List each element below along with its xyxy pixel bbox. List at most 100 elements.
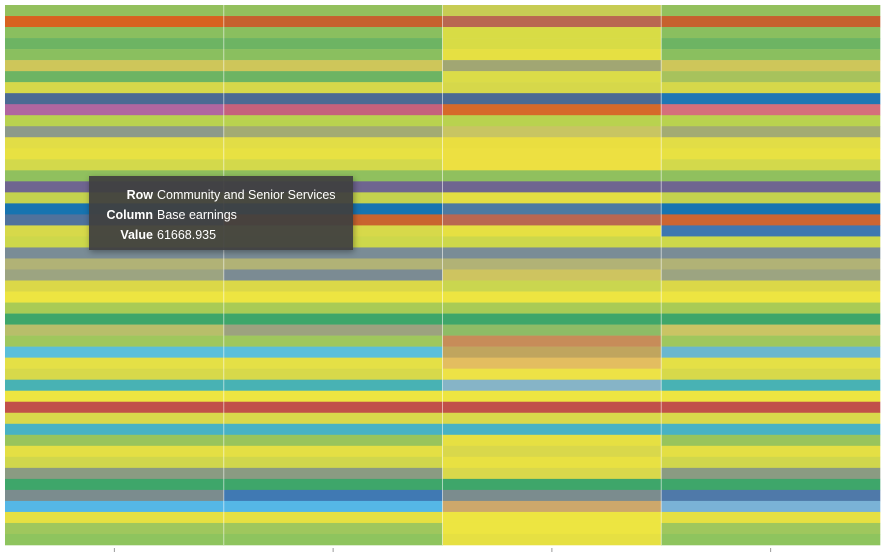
- heatmap-cell[interactable]: [661, 368, 881, 380]
- heatmap-cell[interactable]: [442, 16, 662, 28]
- heatmap-cell[interactable]: [223, 269, 443, 281]
- heatmap-cell[interactable]: [661, 522, 881, 535]
- heatmap-cell[interactable]: [661, 511, 881, 524]
- heatmap-cell[interactable]: [661, 335, 881, 347]
- heatmap-cell[interactable]: [5, 280, 225, 292]
- heatmap-cell[interactable]: [223, 533, 443, 546]
- heatmap-cell[interactable]: [223, 500, 443, 513]
- heatmap-cell[interactable]: [5, 16, 225, 28]
- heatmap-cell[interactable]: [223, 148, 443, 160]
- heatmap-cell[interactable]: [442, 324, 662, 336]
- heatmap-cell[interactable]: [5, 456, 225, 469]
- heatmap-cell[interactable]: [661, 357, 881, 369]
- heatmap-cell[interactable]: [223, 445, 443, 458]
- heatmap-cell[interactable]: [223, 27, 443, 39]
- heatmap-cell[interactable]: [442, 27, 662, 39]
- heatmap-cell[interactable]: [661, 236, 881, 248]
- heatmap-cell[interactable]: [661, 302, 881, 314]
- heatmap-cell[interactable]: [442, 203, 662, 215]
- heatmap-cell[interactable]: [442, 104, 662, 116]
- heatmap-cell[interactable]: [5, 269, 225, 281]
- heatmap-cell[interactable]: [5, 115, 225, 127]
- heatmap-cell[interactable]: [442, 489, 662, 502]
- heatmap-cell[interactable]: [5, 357, 225, 369]
- heatmap-cell[interactable]: [442, 379, 662, 392]
- heatmap-cell[interactable]: [442, 390, 662, 403]
- heatmap-cell[interactable]: [5, 49, 225, 61]
- heatmap-cell[interactable]: [661, 71, 881, 83]
- heatmap-cell[interactable]: [5, 368, 225, 380]
- heatmap-cell[interactable]: [223, 280, 443, 292]
- heatmap-cell[interactable]: [223, 49, 443, 61]
- heatmap-cell[interactable]: [661, 5, 881, 17]
- heatmap-cell[interactable]: [223, 368, 443, 380]
- heatmap-cell[interactable]: [442, 269, 662, 281]
- heatmap-cell[interactable]: [661, 445, 881, 458]
- heatmap-cell[interactable]: [223, 467, 443, 480]
- heatmap-cell[interactable]: [223, 93, 443, 105]
- heatmap-cell[interactable]: [5, 445, 225, 458]
- heatmap-cell[interactable]: [5, 104, 225, 116]
- heatmap-cell[interactable]: [5, 335, 225, 347]
- heatmap-cell[interactable]: [5, 346, 225, 358]
- heatmap-cell[interactable]: [442, 500, 662, 513]
- heatmap-cell[interactable]: [223, 324, 443, 336]
- heatmap-cell[interactable]: [5, 27, 225, 39]
- heatmap-cell[interactable]: [223, 335, 443, 347]
- heatmap-cell[interactable]: [5, 148, 225, 160]
- heatmap-cell[interactable]: [661, 401, 881, 414]
- heatmap-cell[interactable]: [223, 412, 443, 425]
- heatmap-cell[interactable]: [442, 71, 662, 83]
- heatmap-cell[interactable]: [223, 291, 443, 303]
- heatmap-cell[interactable]: [5, 60, 225, 72]
- heatmap-cell[interactable]: [661, 126, 881, 138]
- heatmap-cell[interactable]: [661, 247, 881, 259]
- heatmap-cell[interactable]: [5, 247, 225, 259]
- heatmap-cell[interactable]: [442, 346, 662, 358]
- heatmap-cell[interactable]: [661, 159, 881, 171]
- heatmap-cell[interactable]: [442, 467, 662, 480]
- heatmap-cell[interactable]: [442, 181, 662, 193]
- heatmap-cell[interactable]: [442, 236, 662, 248]
- heatmap-cell[interactable]: [442, 170, 662, 182]
- heatmap-cell[interactable]: [5, 38, 225, 50]
- heatmap-cell[interactable]: [442, 357, 662, 369]
- heatmap-cell[interactable]: [442, 445, 662, 458]
- heatmap-cell[interactable]: [661, 214, 881, 226]
- heatmap-cell[interactable]: [661, 192, 881, 204]
- heatmap-cell[interactable]: [442, 247, 662, 259]
- heatmap-cell[interactable]: [223, 346, 443, 358]
- heatmap-cell[interactable]: [223, 82, 443, 94]
- heatmap-cell[interactable]: [5, 500, 225, 513]
- heatmap-cell[interactable]: [661, 181, 881, 193]
- heatmap-cell[interactable]: [5, 423, 225, 436]
- heatmap-cell[interactable]: [661, 390, 881, 403]
- heatmap-cell[interactable]: [223, 16, 443, 28]
- heatmap-cell[interactable]: [661, 148, 881, 160]
- heatmap-cell[interactable]: [661, 115, 881, 127]
- heatmap-cell[interactable]: [5, 82, 225, 94]
- heatmap-cell[interactable]: [223, 104, 443, 116]
- heatmap-cell[interactable]: [661, 104, 881, 116]
- heatmap-cell[interactable]: [661, 137, 881, 149]
- heatmap-cell[interactable]: [442, 214, 662, 226]
- heatmap-cell[interactable]: [661, 49, 881, 61]
- heatmap-cell[interactable]: [223, 379, 443, 392]
- heatmap-cell[interactable]: [661, 93, 881, 105]
- heatmap-cell[interactable]: [442, 291, 662, 303]
- heatmap-cell[interactable]: [223, 390, 443, 403]
- heatmap-cell[interactable]: [661, 280, 881, 292]
- heatmap-cell[interactable]: [442, 412, 662, 425]
- heatmap-cell[interactable]: [5, 401, 225, 414]
- heatmap-cell[interactable]: [661, 60, 881, 72]
- heatmap-cell[interactable]: [223, 170, 443, 182]
- heatmap-cell[interactable]: [442, 368, 662, 380]
- heatmap-cell[interactable]: [661, 324, 881, 336]
- heatmap-cell[interactable]: [442, 159, 662, 171]
- heatmap-cell[interactable]: [5, 412, 225, 425]
- heatmap-cell[interactable]: [661, 423, 881, 436]
- heatmap-cell[interactable]: [5, 126, 225, 138]
- heatmap-cell[interactable]: [442, 93, 662, 105]
- heatmap-cell[interactable]: [661, 467, 881, 480]
- heatmap-cell[interactable]: [223, 137, 443, 149]
